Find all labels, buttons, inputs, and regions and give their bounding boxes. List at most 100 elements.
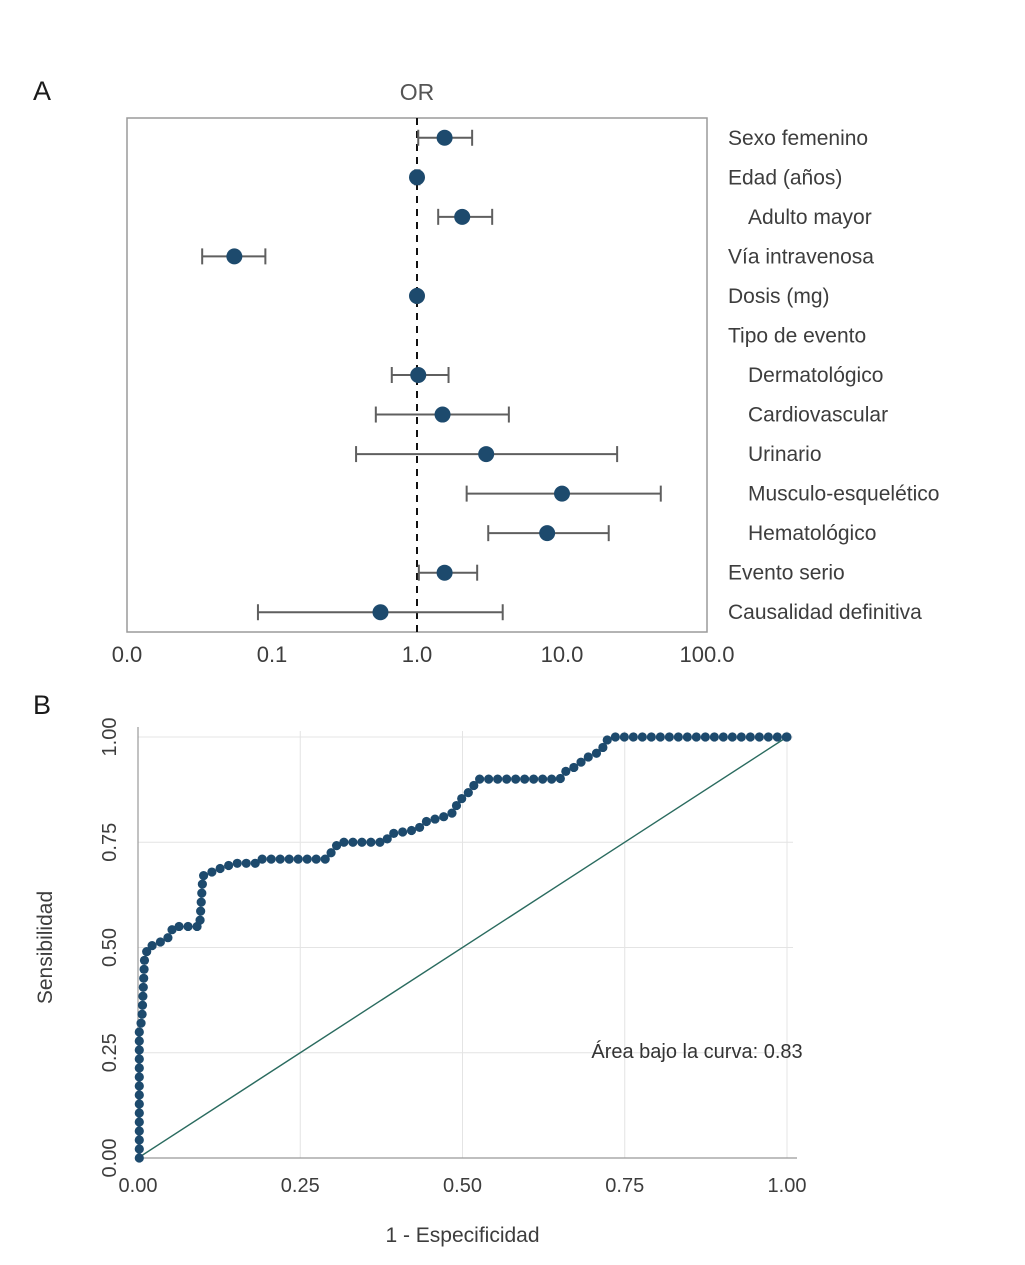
roc-point	[224, 860, 234, 871]
roc-point	[591, 748, 602, 758]
roc-point	[718, 732, 728, 742]
roc-point	[196, 906, 206, 916]
roc-point	[655, 732, 665, 742]
roc-point	[232, 858, 242, 868]
panel-b-label: B	[33, 690, 52, 720]
forest-row-label: Causalidad definitiva	[728, 601, 922, 624]
forest-plot: OR 0.0 0.1 1.0 10.0 100.0 Sexo femenino Edad (a…	[112, 79, 940, 667]
roc-point	[134, 1081, 144, 1091]
or-point	[478, 446, 495, 463]
roc-point	[257, 854, 267, 864]
roc-point	[538, 774, 548, 784]
roc-point	[339, 837, 349, 847]
roc-y-tick-label: 1.00	[99, 718, 121, 757]
roc-y-tick-label: 0.00	[99, 1139, 121, 1178]
roc-point	[561, 766, 571, 776]
forest-row-label: Sexo femenino	[728, 127, 868, 150]
or-point	[410, 367, 427, 383]
roc-point	[134, 1144, 144, 1154]
roc-y-tick-label: 0.50	[99, 928, 121, 967]
roc-point	[709, 732, 719, 742]
forest-x-tick-label: 0.1	[257, 642, 288, 667]
forest-row-label: Evento serio	[728, 562, 845, 585]
roc-point	[147, 941, 157, 951]
auc-annotation: Área bajo la curva: 0.83	[591, 1040, 802, 1063]
roc-point	[134, 1090, 144, 1100]
roc-point	[754, 732, 764, 742]
roc-point	[583, 752, 593, 762]
roc-point	[366, 837, 376, 847]
roc-point	[215, 863, 225, 874]
roc-point	[727, 732, 737, 742]
or-point	[434, 406, 451, 423]
roc-point	[134, 1117, 144, 1127]
roc-point	[389, 828, 399, 839]
roc-point	[664, 732, 674, 742]
roc-point	[139, 964, 149, 974]
forest-x-tick-label: 1.0	[402, 642, 433, 667]
roc-point	[520, 774, 530, 784]
or-point	[436, 564, 453, 581]
roc-x-tick-label: 0.50	[443, 1175, 482, 1197]
roc-point	[463, 788, 473, 798]
roc-point	[138, 982, 148, 992]
roc-point	[375, 837, 385, 847]
roc-y-tick-label: 0.75	[99, 823, 121, 862]
roc-point	[284, 854, 294, 864]
roc-x-tick-label: 0.25	[281, 1175, 320, 1197]
forest-x-tick-label: 100.0	[679, 642, 734, 667]
roc-point	[174, 921, 184, 932]
roc-point	[331, 841, 342, 851]
or-point	[539, 525, 556, 542]
roc-point	[772, 732, 782, 742]
or-point	[372, 604, 389, 621]
forest-x-tick-label: 0.0	[112, 642, 143, 667]
or-point	[436, 129, 453, 146]
roc-point	[266, 854, 276, 864]
roc-curve-plot: 0.00 0.25 0.50 0.75 1.00 0.00 0.25 0.50 0.75 1.00…	[34, 718, 806, 1247]
roc-point	[406, 825, 417, 836]
roc-point	[469, 780, 479, 791]
forest-row-label: Hematológico	[748, 522, 876, 545]
roc-point	[311, 854, 321, 864]
roc-point	[745, 732, 755, 742]
roc-point	[167, 925, 177, 935]
roc-point	[569, 762, 579, 773]
roc-point	[134, 1036, 144, 1046]
roc-point	[134, 1045, 144, 1055]
forest-row-label: Musculo-esquelético	[748, 483, 939, 506]
or-point	[226, 248, 243, 265]
roc-point	[138, 991, 148, 1001]
roc-point	[602, 735, 612, 745]
roc-point	[763, 732, 773, 742]
roc-point	[293, 854, 303, 864]
roc-point	[155, 937, 165, 947]
diagonal-reference-line	[137, 736, 788, 1159]
roc-point	[134, 1072, 144, 1082]
roc-point	[415, 822, 425, 833]
forest-x-tick-label: 10.0	[541, 642, 584, 667]
roc-point	[484, 774, 494, 784]
roc-y-tick-label: 0.25	[99, 1033, 121, 1072]
roc-point	[628, 732, 638, 742]
roc-point	[673, 732, 683, 742]
forest-title: OR	[400, 79, 435, 105]
roc-point	[136, 1018, 146, 1028]
roc-x-axis-title: 1 - Especificidad	[385, 1224, 539, 1247]
roc-point	[197, 879, 207, 889]
roc-point	[430, 814, 440, 824]
roc-y-axis-title: Sensibilidad	[34, 891, 57, 1004]
roc-point	[134, 1027, 144, 1037]
roc-point	[199, 871, 209, 881]
roc-point	[682, 732, 692, 742]
roc-point	[439, 812, 449, 822]
or-point	[409, 287, 425, 304]
roc-point	[302, 854, 312, 864]
roc-point	[457, 793, 467, 804]
or-point	[554, 485, 570, 502]
roc-point	[547, 774, 557, 784]
roc-point	[250, 858, 260, 868]
roc-point	[139, 955, 150, 965]
roc-point	[134, 1126, 144, 1136]
